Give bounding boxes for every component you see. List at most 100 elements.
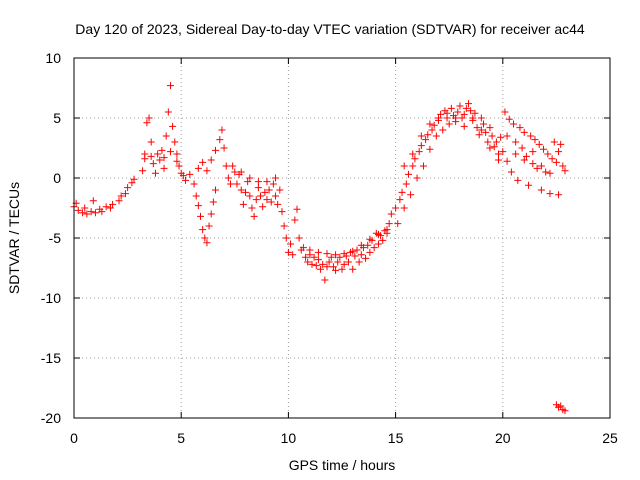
data-point [439, 126, 447, 134]
data-point [520, 128, 528, 136]
data-point [422, 136, 430, 144]
data-point [263, 196, 271, 204]
data-point [561, 167, 569, 175]
data-point [507, 168, 515, 176]
data-point [310, 253, 318, 261]
data-point [115, 197, 123, 205]
data-point [503, 132, 511, 140]
data-point [299, 244, 307, 252]
data-point [87, 208, 95, 216]
data-point [261, 188, 269, 196]
data-point [550, 138, 558, 146]
y-axis-label: SDTVAR / TECUs [6, 182, 22, 294]
data-point [314, 256, 322, 264]
x-tick-label: 0 [70, 430, 78, 446]
data-point [257, 192, 265, 200]
data-point [323, 250, 331, 258]
data-point [274, 200, 282, 208]
data-point [542, 168, 550, 176]
data-point [555, 148, 563, 156]
data-point [477, 126, 485, 134]
data-point [492, 138, 500, 146]
data-point [374, 230, 382, 238]
data-point [336, 253, 344, 261]
data-point [398, 188, 406, 196]
data-point [548, 155, 556, 163]
data-point [426, 145, 434, 153]
data-point [555, 191, 563, 199]
y-tick-label: 0 [53, 170, 61, 186]
data-point [385, 220, 393, 228]
data-point [529, 160, 537, 168]
data-point [400, 204, 408, 212]
data-point [102, 203, 110, 211]
data-point [272, 174, 280, 182]
data-point [250, 212, 258, 220]
data-point [402, 180, 410, 188]
data-point [149, 160, 157, 168]
data-point [89, 197, 97, 205]
y-tick-label: 5 [53, 110, 61, 126]
data-point [308, 260, 316, 268]
data-point [417, 132, 425, 140]
data-point [143, 119, 151, 127]
data-point [332, 266, 340, 274]
data-point [128, 179, 136, 187]
data-point [199, 226, 207, 234]
data-point [535, 140, 543, 148]
data-point [505, 115, 513, 123]
data-point [452, 114, 460, 122]
data-point [443, 109, 451, 117]
data-point [166, 82, 174, 90]
data-point [317, 265, 325, 273]
data-point [495, 150, 503, 158]
data-point [518, 144, 526, 152]
data-points [70, 82, 569, 415]
data-point [319, 260, 327, 268]
y-tick-label: -15 [41, 350, 61, 366]
data-point [169, 122, 177, 130]
data-point [284, 248, 292, 256]
data-point [432, 132, 440, 140]
data-point [471, 109, 479, 117]
data-point [460, 122, 468, 130]
data-point [426, 120, 434, 128]
data-point [501, 108, 509, 116]
x-tick-label: 25 [602, 430, 618, 446]
data-point [252, 196, 260, 204]
data-point [383, 226, 391, 234]
grid-lines [74, 58, 610, 418]
data-point [467, 107, 475, 115]
data-point [475, 131, 483, 139]
data-point [546, 169, 554, 177]
y-axis-tick-labels: -20 -15 -10 -5 0 5 10 [41, 50, 61, 426]
data-point [364, 241, 372, 249]
data-point [473, 124, 481, 132]
data-point [190, 180, 198, 188]
data-point [121, 190, 129, 198]
data-point [237, 168, 245, 176]
data-point [407, 191, 415, 199]
data-point [160, 164, 168, 172]
data-point [306, 246, 314, 254]
data-point [355, 258, 363, 266]
data-point [533, 164, 541, 172]
data-point [460, 110, 468, 118]
data-point [445, 120, 453, 128]
data-point [312, 262, 320, 270]
data-point [512, 138, 520, 146]
data-point [192, 192, 200, 200]
data-point [413, 174, 421, 182]
data-point [428, 126, 436, 134]
data-point [227, 180, 235, 188]
data-point [194, 202, 202, 210]
data-point [280, 222, 288, 230]
data-point [329, 263, 337, 271]
y-tick-label: -10 [41, 290, 61, 306]
data-point [357, 241, 365, 249]
data-point [409, 150, 417, 158]
data-point [98, 208, 106, 216]
data-point [212, 146, 220, 154]
data-point [117, 192, 125, 200]
